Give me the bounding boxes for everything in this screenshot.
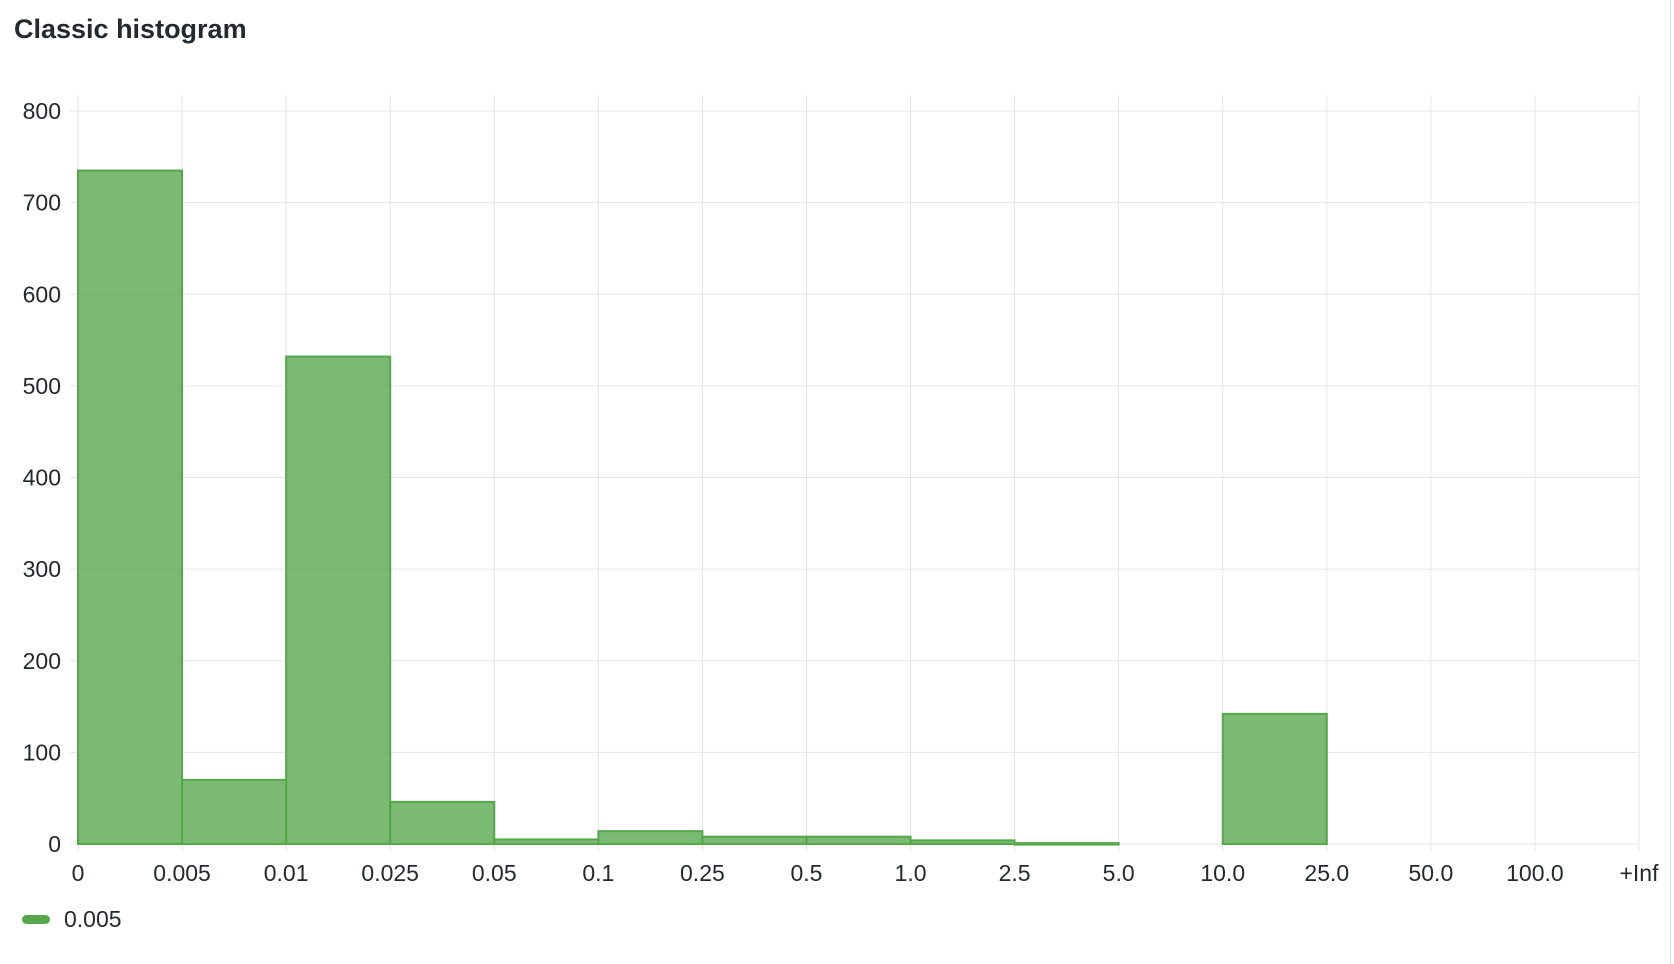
y-tick-label: 0 bbox=[48, 831, 61, 857]
histogram-bar bbox=[285, 355, 392, 845]
histogram-bar bbox=[493, 838, 600, 846]
legend[interactable]: 0.005 bbox=[22, 906, 122, 933]
x-tick-label: 0.25 bbox=[680, 860, 725, 886]
histogram-bar bbox=[1221, 712, 1328, 846]
x-tick-label: 25.0 bbox=[1304, 860, 1349, 886]
x-tick-label: 50.0 bbox=[1408, 860, 1453, 886]
histogram-bar bbox=[77, 169, 184, 845]
histogram-bar bbox=[701, 835, 808, 845]
x-tick-label: 1.0 bbox=[895, 860, 927, 886]
x-tick-label: +Inf bbox=[1619, 860, 1659, 886]
y-tick-label: 300 bbox=[23, 556, 61, 582]
x-tick-label: 2.5 bbox=[999, 860, 1031, 886]
x-tick-label: 0.5 bbox=[790, 860, 822, 886]
y-tick-label: 800 bbox=[23, 98, 61, 124]
x-tick-label: 0.005 bbox=[153, 860, 211, 886]
x-tick-label: 0.025 bbox=[361, 860, 419, 886]
histogram-bar bbox=[1013, 842, 1120, 846]
x-tick-label: 0.01 bbox=[264, 860, 309, 886]
histogram-bar bbox=[909, 839, 1016, 846]
y-tick-label: 600 bbox=[23, 281, 61, 307]
panel-title: Classic histogram bbox=[14, 14, 247, 44]
histogram-bar bbox=[389, 800, 496, 845]
x-tick-label: 5.0 bbox=[1103, 860, 1135, 886]
y-tick-label: 400 bbox=[23, 465, 61, 491]
histogram-bar bbox=[181, 778, 288, 845]
x-tick-label: 0.1 bbox=[582, 860, 614, 886]
histogram-bar bbox=[597, 830, 704, 845]
y-tick-label: 500 bbox=[23, 373, 61, 399]
x-tick-label: 0 bbox=[72, 860, 85, 886]
y-tick-label: 200 bbox=[23, 648, 61, 674]
x-tick-label: 100.0 bbox=[1506, 860, 1564, 886]
y-tick-label: 700 bbox=[23, 190, 61, 216]
histogram-bar bbox=[805, 835, 912, 845]
legend-swatch bbox=[22, 915, 50, 924]
y-tick-label: 100 bbox=[23, 739, 61, 765]
x-tick-label: 0.05 bbox=[472, 860, 517, 886]
legend-label: 0.005 bbox=[64, 906, 122, 932]
x-tick-label: 10.0 bbox=[1200, 860, 1245, 886]
panel-border bbox=[1670, 0, 1671, 964]
